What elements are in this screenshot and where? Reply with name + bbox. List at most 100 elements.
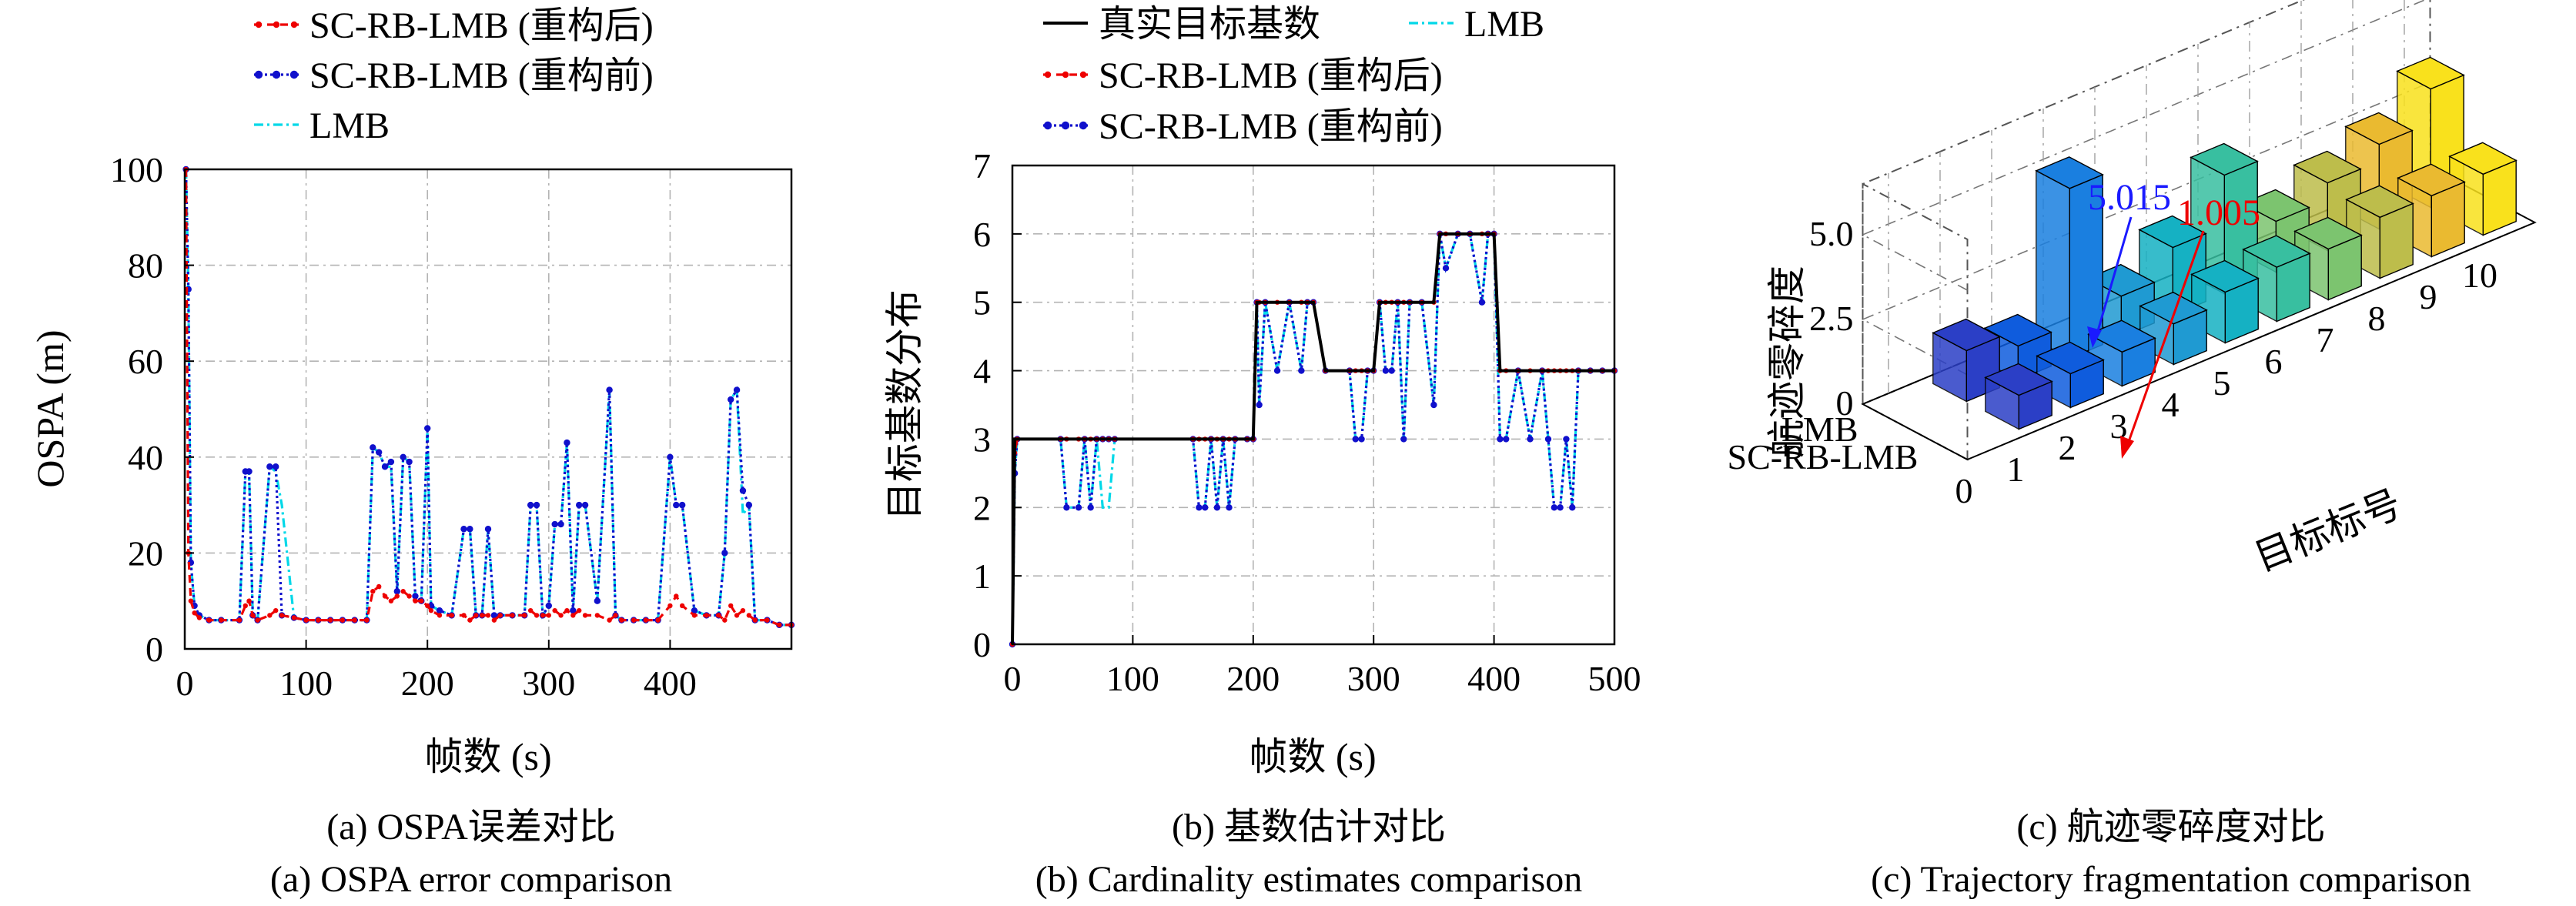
a-series-1-point-35 xyxy=(460,526,467,533)
a-series-1-point-50 xyxy=(564,439,570,446)
c-category-label-1: 1 xyxy=(2007,450,2025,489)
a-x-tick-label-3: 300 xyxy=(522,664,575,703)
b-caption-en: (b) Cardinality estimates comparison xyxy=(1035,859,1582,900)
a-series-1-point-29 xyxy=(412,593,419,600)
a-series-1-point-36 xyxy=(467,526,473,533)
b-series-2-point-48 xyxy=(1478,299,1486,306)
a-series-0-point-74 xyxy=(777,622,782,628)
a-series-0-point-23 xyxy=(376,583,382,590)
c-category-label-8: 8 xyxy=(2368,299,2386,338)
a-series-0-point-20 xyxy=(352,617,357,623)
a-series-0-point-21 xyxy=(364,617,370,623)
b-x-tick-label-2: 200 xyxy=(1226,659,1280,698)
a-series-0-point-54 xyxy=(594,613,601,618)
a-series-0-point-42 xyxy=(510,613,515,618)
b-legend-marker-3-1 xyxy=(1061,121,1070,130)
a-y-tick-label-3: 60 xyxy=(128,342,163,381)
a-series-0-point-61 xyxy=(667,603,673,609)
a-y-tick-label-4: 80 xyxy=(128,246,163,286)
a-series-0-point-27 xyxy=(400,589,406,594)
a-series-0-point-69 xyxy=(734,613,740,618)
b-legend-label-2: SC-RB-LMB (重构后) xyxy=(1099,55,1443,96)
a-series-0-point-47 xyxy=(546,613,551,618)
a-series-1-point-47 xyxy=(545,602,552,610)
b-series-2-point-16 xyxy=(1213,504,1221,511)
c-bar-lmb-10-top xyxy=(2396,56,2465,90)
c-bar-lmb-3-top xyxy=(2035,156,2104,189)
a-series-1-point-24 xyxy=(381,463,389,470)
a-series-0-point-41 xyxy=(497,613,503,618)
b-legend-label-3: SC-RB-LMB (重构前) xyxy=(1099,106,1443,147)
c-bar-lmb-2-top xyxy=(1983,313,2052,347)
a-series-0-point-24 xyxy=(382,593,388,599)
c-bar-sc-4-top xyxy=(2139,291,2208,325)
a-series-1-point-68 xyxy=(728,396,734,403)
a-series-0-point-17 xyxy=(316,617,321,623)
a-series-0-point-44 xyxy=(527,607,534,613)
b-series-2-point-51 xyxy=(1497,436,1504,443)
a-series-0-point-11 xyxy=(255,617,260,623)
a-series-1-point-26 xyxy=(393,588,400,595)
c-annotation-arrowhead-sc xyxy=(2120,436,2134,459)
a-series-1-point-52 xyxy=(576,501,583,509)
a-series-0-point-51 xyxy=(570,613,576,618)
c-bar-lmb-5-top xyxy=(2138,215,2207,249)
a-series-0-point-63 xyxy=(679,603,685,609)
a-series-0-point-25 xyxy=(388,598,394,603)
b-series-2-point-54 xyxy=(1527,436,1534,443)
c-bar-sc-1-top xyxy=(1984,363,2053,396)
a-series-0-point-56 xyxy=(613,613,618,618)
a-series-1-point-25 xyxy=(387,458,395,466)
a-series-0-point-67 xyxy=(722,617,728,623)
a-series-0-point-50 xyxy=(564,607,570,613)
a-series-0-point-53 xyxy=(582,613,588,618)
a-series-0-point-15 xyxy=(291,615,297,620)
c-category-label-7: 7 xyxy=(2317,320,2334,359)
a-series-0-point-58 xyxy=(631,617,637,623)
b-series-2-point-5 xyxy=(1075,504,1082,511)
c-bar-sc-8-top xyxy=(2345,185,2414,219)
a-series-0-point-26 xyxy=(394,593,400,599)
a-series-0-point-37 xyxy=(473,613,479,618)
c-bar-sc-9-top xyxy=(2397,163,2466,197)
c-left-plane xyxy=(1862,182,1969,461)
a-series-0-point-19 xyxy=(340,617,346,623)
c-bar-sc-6-top xyxy=(2242,235,2311,268)
b-series-2-point-13 xyxy=(1196,504,1203,511)
a-series-0-point-60 xyxy=(655,617,661,623)
a-series-0-point-52 xyxy=(577,607,582,613)
b-series-2-point-57 xyxy=(1551,504,1558,511)
b-series-group xyxy=(1009,230,1618,648)
a-series-1-point-13 xyxy=(273,463,279,470)
b-y-tick-label-2: 2 xyxy=(973,488,991,527)
b-legend-marker-3-0 xyxy=(1043,121,1052,130)
b-y-tick-label-7: 7 xyxy=(973,146,991,186)
a-series-1-point-61 xyxy=(667,453,674,460)
b-y-tick-label-4: 4 xyxy=(973,352,991,391)
c-annotation-arrow-sc xyxy=(2125,230,2205,449)
a-series-1-point-62 xyxy=(673,501,680,509)
a-series-1-point-63 xyxy=(678,501,686,509)
b-y-tick-label-3: 3 xyxy=(973,420,991,459)
a-series-0-point-55 xyxy=(607,617,612,623)
b-series-2-point-56 xyxy=(1544,436,1552,443)
b-series-2-point-58 xyxy=(1557,504,1564,511)
a-legend: SC-RB-LMB (重构后) SC-RB-LMB (重构前) LMB xyxy=(254,5,654,146)
a-series-1-point-44 xyxy=(527,501,534,509)
b-series-2-point-27 xyxy=(1298,367,1305,374)
a-series-0-point-4 xyxy=(196,615,202,620)
a-series-0-point-59 xyxy=(643,617,649,623)
a-legend-marker-0-0 xyxy=(255,21,263,28)
a-y-tick-label-1: 20 xyxy=(128,533,163,573)
b-series-2-point-23 xyxy=(1256,401,1263,409)
b-x-tick-label-5: 500 xyxy=(1588,659,1641,698)
a-series-1-point-54 xyxy=(594,597,601,604)
a-series-line-2 xyxy=(185,169,791,627)
a-series-0-point-72 xyxy=(752,617,758,623)
a-series-1-point-23 xyxy=(375,449,383,456)
b-series-2-point-43 xyxy=(1430,401,1437,409)
b-y-tick-label-1: 1 xyxy=(973,557,991,596)
a-series-0-point-12 xyxy=(267,613,273,618)
a-series-0-point-57 xyxy=(619,617,624,623)
